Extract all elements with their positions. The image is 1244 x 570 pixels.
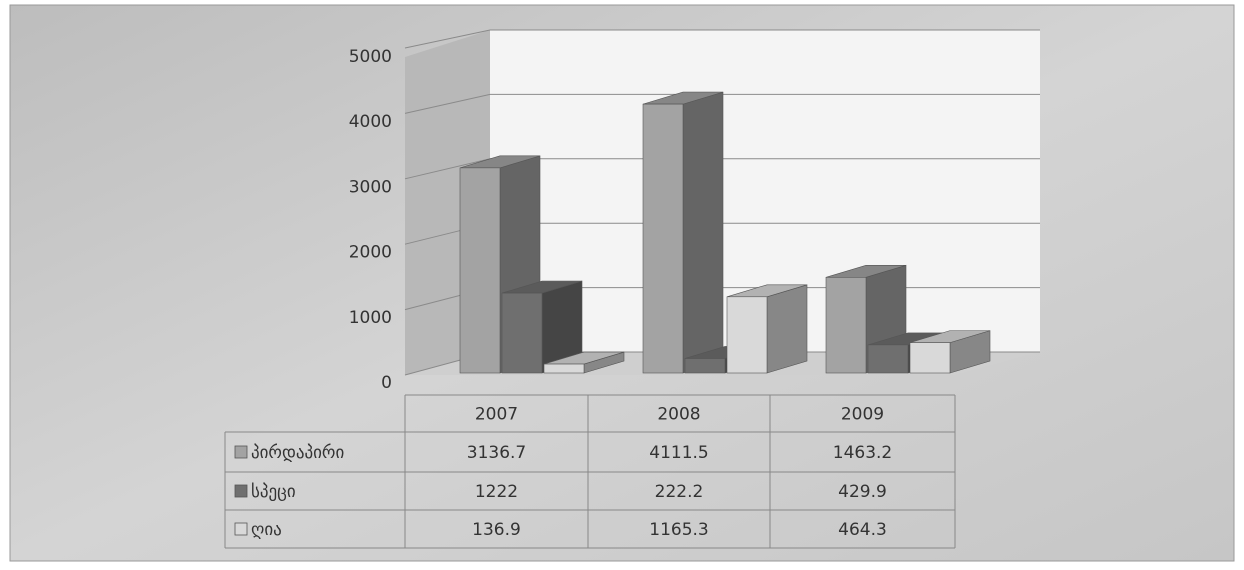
bar-front: [543, 363, 585, 374]
y-tick-label: 1000: [349, 308, 392, 328]
x-tick-label: 2007: [475, 405, 518, 425]
legend-label: სპეცი: [251, 482, 296, 502]
table-value: 222.2: [655, 482, 704, 502]
bar: [543, 351, 625, 374]
legend-swatch: [234, 445, 248, 459]
bar: [909, 330, 991, 374]
y-tick-label: 3000: [349, 177, 392, 197]
legend-label: პირდაპირი: [251, 443, 344, 463]
bar-front: [825, 277, 867, 374]
table-value: 464.3: [838, 520, 887, 540]
y-tick-label: 0: [381, 373, 392, 393]
bar-front: [642, 103, 684, 374]
table-value: 4111.5: [649, 443, 708, 463]
bar-side: [682, 91, 724, 374]
x-tick-label: 2008: [657, 405, 700, 425]
table-value: 429.9: [838, 482, 887, 502]
bar-side: [766, 284, 808, 374]
table-value: 1165.3: [649, 520, 708, 540]
bar-front: [726, 296, 768, 374]
bar-front: [909, 342, 951, 374]
table-value: 136.9: [472, 520, 521, 540]
data-table: 2007 2008 2009 პირდაპირი 3136.7 4111.5 1463.2 ს…: [224, 394, 956, 549]
legend-swatch: [234, 522, 248, 536]
legend-swatch: [234, 484, 248, 498]
y-tick-label: 2000: [349, 243, 392, 263]
y-tick-label: 4000: [349, 112, 392, 132]
bar-front: [684, 358, 726, 374]
grid-line: [404, 93, 1040, 114]
y-tick-label: 5000: [349, 47, 392, 67]
bar: [501, 280, 583, 374]
bar: [642, 91, 724, 374]
bar-front: [867, 344, 909, 374]
bar: [726, 284, 808, 374]
bar-front: [501, 292, 543, 374]
grid-line: [404, 29, 1040, 49]
x-tick-label: 2009: [841, 405, 884, 425]
table-value: 3136.7: [467, 443, 526, 463]
table-value: 1463.2: [833, 443, 892, 463]
bar-front: [459, 167, 501, 374]
legend-label: ღია: [251, 520, 282, 540]
table-value: 1222: [475, 482, 518, 502]
